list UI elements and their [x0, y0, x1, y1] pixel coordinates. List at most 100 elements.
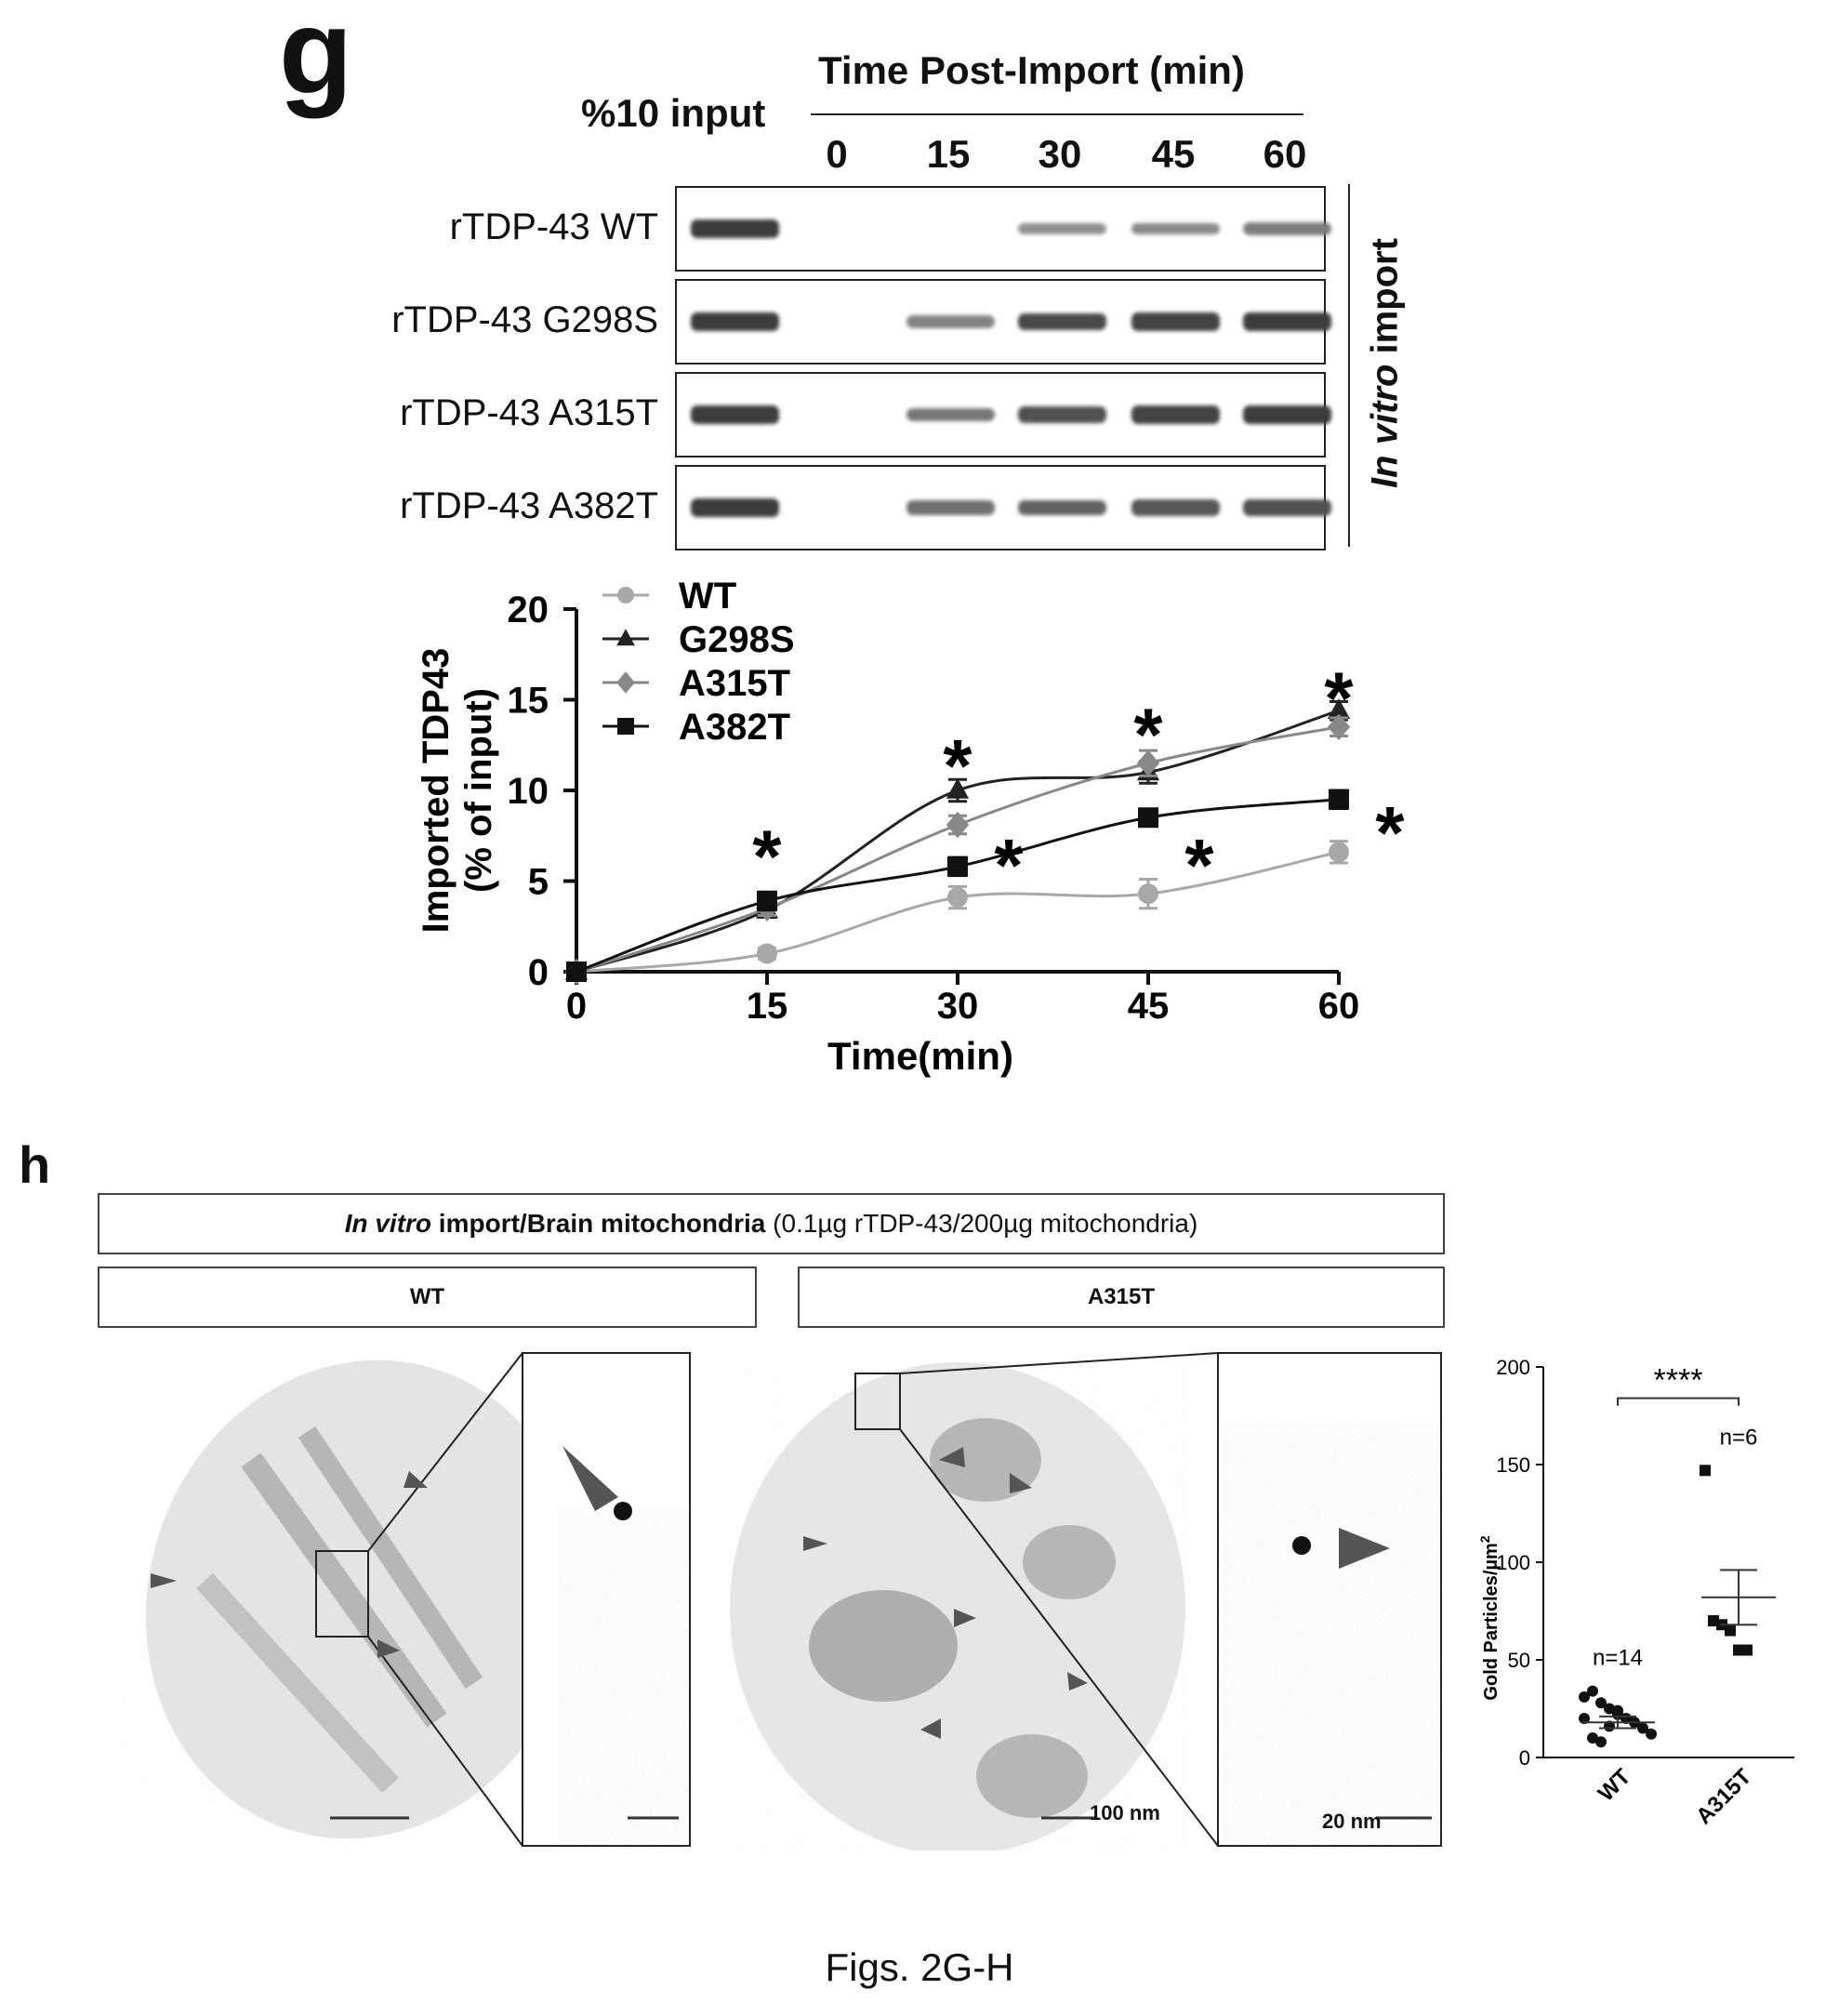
blot-row-label: rTDP-43 A382T: [400, 485, 658, 526]
data-point-WT: [757, 943, 777, 964]
side-label-rest: import: [1364, 238, 1406, 365]
data-point-G298S: [1327, 698, 1351, 719]
x-axis-label: Time(min): [827, 1034, 1013, 1078]
blot-row-label: rTDP-43 A315T: [400, 392, 658, 433]
x-category-label: WT: [1594, 1764, 1636, 1807]
panel-letter-h: h: [19, 1135, 51, 1194]
blot-band: [1242, 312, 1331, 331]
x-tick-label: 0: [566, 986, 587, 1027]
time-header-line: [811, 113, 1303, 115]
data-point-WT: [1138, 883, 1158, 905]
blot-band: [690, 219, 779, 238]
data-point-WT: [1579, 1691, 1590, 1703]
significance-star: *: [943, 724, 972, 807]
data-point-G298S: [946, 777, 970, 799]
time-point-30: 30: [1038, 132, 1082, 176]
em-images: [145, 1352, 1442, 1850]
blot-band: [690, 405, 779, 424]
y-tick-label: 15: [508, 681, 549, 722]
x-tick-label: 15: [747, 986, 788, 1027]
data-point-WT: [1595, 1736, 1607, 1748]
blot-band: [1131, 405, 1220, 424]
significance-star: *: [994, 824, 1024, 907]
y-tick-label: 100: [1496, 1551, 1530, 1574]
side-label-italic: In vitro: [1364, 364, 1406, 488]
y-tick-label: 5: [528, 862, 549, 903]
legend-entry: G298S: [679, 619, 795, 660]
significance-star: *: [752, 815, 782, 897]
panel-letter-g: g: [279, 0, 353, 119]
data-point-WT: [1646, 1728, 1657, 1740]
data-point-A382T: [566, 962, 587, 982]
data-point-A382T: [1329, 789, 1349, 810]
a315t-label: A315T: [1087, 1284, 1156, 1309]
data-point-WT: [1604, 1703, 1615, 1715]
x-category-label: A315T: [1691, 1764, 1756, 1829]
blot-band: [1017, 312, 1106, 331]
data-point-WT: [1637, 1722, 1648, 1734]
wt-mitochondrion-image: [145, 1352, 580, 1847]
blot-band: [906, 315, 995, 328]
data-point-WT: [1587, 1732, 1598, 1744]
a315t-label-box: A315T: [798, 1267, 1445, 1328]
input-label: %10 input: [581, 91, 766, 135]
time-header: Time Post-Import (min): [818, 48, 1245, 92]
blot-band: [690, 498, 779, 517]
data-point-A315T: [1700, 1465, 1711, 1477]
data-point-A382T: [947, 855, 968, 877]
blot-band: [1017, 405, 1106, 424]
y-axis-label: Gold Particles/µm2: [1478, 1535, 1502, 1700]
time-point-0: 0: [826, 132, 848, 176]
y-axis-label-line2: (% of input): [458, 688, 499, 893]
significance-bracket: [1617, 1397, 1740, 1406]
scale-bar-100nm-label: 100 nm: [1090, 1801, 1160, 1824]
x-tick-label: 45: [1128, 986, 1170, 1027]
blot-band: [1131, 222, 1220, 235]
legend-entry: A382T: [679, 707, 790, 748]
data-point-WT: [1329, 842, 1349, 863]
data-point-A315T: [1725, 1625, 1736, 1637]
data-point-A315T: [1741, 1644, 1753, 1656]
y-tick-label: 150: [1496, 1453, 1530, 1477]
header-rest: (0.1µg rTDP-43/200µg mitochondria): [765, 1209, 1198, 1238]
scale-bar-20nm-label: 20 nm: [1322, 1810, 1382, 1833]
wt-label: WT: [409, 1284, 445, 1309]
figure-caption: Figs. 2G-H: [825, 1945, 1014, 1989]
blot-band: [1242, 498, 1331, 517]
blot-row-label: rTDP-43 WT: [449, 206, 658, 247]
legend-marker: [616, 671, 635, 694]
blot-band: [906, 407, 995, 422]
y-tick-label: 0: [1519, 1746, 1530, 1770]
header-italic: In vitro: [344, 1209, 432, 1238]
blot-lane-box: [675, 279, 1331, 365]
side-bracket: [1348, 184, 1350, 547]
wt-zoom-image: [522, 1352, 691, 1847]
significance-star: *: [1324, 657, 1354, 740]
data-point-A382T: [757, 890, 777, 911]
data-point-WT: [947, 887, 968, 909]
data-point-WT: [1612, 1704, 1623, 1717]
legend-marker: [616, 629, 635, 646]
blot-band: [906, 500, 995, 515]
blot-band: [1017, 222, 1106, 235]
blot-band: [1131, 499, 1220, 516]
significance-star: *: [1133, 694, 1163, 776]
n-label: n=6: [1720, 1425, 1758, 1450]
blot-row-label: rTDP-43 G298S: [391, 299, 658, 340]
gold-particles-chart: 0 50 100 150 200 Gold Particles/µm2 WT n=14 A315…: [1478, 1356, 1794, 1829]
time-point-60: 60: [1263, 132, 1307, 176]
panel-h-header: In vitro import/Brain mitochondria (0.1µ…: [98, 1193, 1445, 1254]
a315t-zoom-image: [1217, 1352, 1442, 1847]
side-label: In vitro import: [1365, 178, 1407, 550]
n-label: n=14: [1593, 1646, 1643, 1671]
significance-label: ****: [1654, 1363, 1703, 1399]
blot-band: [1242, 405, 1331, 424]
x-tick-label: 60: [1318, 986, 1360, 1027]
y-tick-label: 10: [508, 771, 549, 812]
legend-marker: [617, 718, 634, 735]
a315t-mitochondrion-image: [730, 1352, 1219, 1850]
blot-band: [1131, 312, 1220, 331]
x-tick-label: 30: [937, 986, 979, 1027]
y-tick-label: 50: [1508, 1649, 1530, 1672]
significance-star: *: [1184, 824, 1214, 907]
